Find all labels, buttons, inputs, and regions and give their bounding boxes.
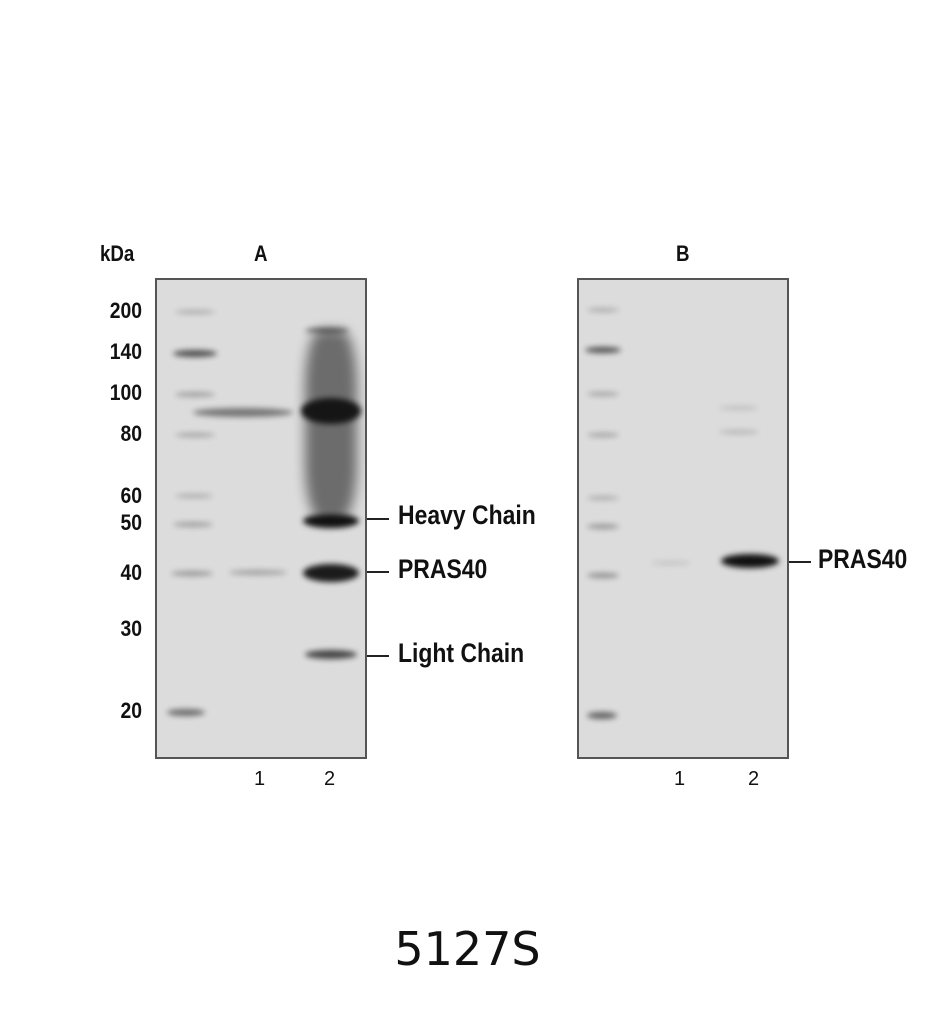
heavy-chain-label: Heavy Chain — [398, 500, 536, 530]
lane-label: 1 — [674, 768, 686, 790]
ladder-band — [587, 496, 619, 500]
lane-label: 2 — [324, 768, 336, 790]
nonspecific-band — [193, 408, 293, 417]
ladder-band — [175, 433, 215, 437]
catalog-number: 5127S — [394, 922, 541, 976]
pras40-band — [303, 564, 359, 582]
pras40-label: PRAS40 — [398, 554, 488, 584]
ladder-band — [173, 522, 213, 527]
annotation-line — [367, 518, 389, 520]
lane-label: 1 — [254, 768, 266, 790]
ladder-band — [585, 347, 621, 353]
ladder-band — [587, 308, 619, 312]
lane2-faint-band — [719, 406, 759, 410]
lane2-smear — [305, 330, 357, 520]
pras40-label-b: PRAS40 — [818, 544, 908, 574]
lane1-pras40-band — [229, 570, 287, 575]
ladder-band — [173, 350, 217, 357]
annotation-line — [789, 561, 811, 563]
marker-label: 80 — [120, 421, 142, 446]
ladder-band — [171, 571, 213, 576]
lane1-pras40-band — [651, 561, 691, 565]
blot-panel-a — [155, 278, 367, 759]
light-chain-band — [305, 650, 357, 659]
blot-panel-b — [577, 278, 789, 759]
annotation-line — [367, 571, 389, 573]
kda-label: kDa — [100, 241, 135, 266]
ladder-band — [175, 392, 215, 397]
ladder-band — [175, 310, 215, 314]
panel-b-title: B — [676, 241, 690, 266]
ladder-band — [175, 494, 213, 498]
annotation-line — [367, 655, 389, 657]
pras40-band — [721, 554, 779, 568]
ladder-band — [587, 433, 619, 437]
ladder-band — [587, 524, 619, 529]
lane-label: 2 — [748, 768, 760, 790]
lane2-band — [301, 398, 361, 424]
ladder-band — [587, 712, 617, 719]
ladder-band — [167, 709, 205, 716]
marker-label: 60 — [120, 483, 142, 508]
marker-label: 40 — [120, 560, 142, 585]
marker-label: 20 — [120, 698, 142, 723]
lane2-band — [305, 328, 349, 333]
light-chain-label: Light Chain — [398, 638, 525, 668]
marker-label: 140 — [109, 339, 142, 364]
marker-label: 30 — [120, 616, 142, 641]
ladder-band — [587, 573, 619, 578]
ladder-band — [587, 392, 619, 396]
marker-label: 50 — [120, 510, 142, 535]
marker-label: 100 — [109, 380, 142, 405]
lane2-faint-band — [719, 430, 759, 434]
marker-label: 200 — [109, 298, 142, 323]
panel-a-title: A — [254, 241, 268, 266]
heavy-chain-band — [303, 514, 359, 528]
